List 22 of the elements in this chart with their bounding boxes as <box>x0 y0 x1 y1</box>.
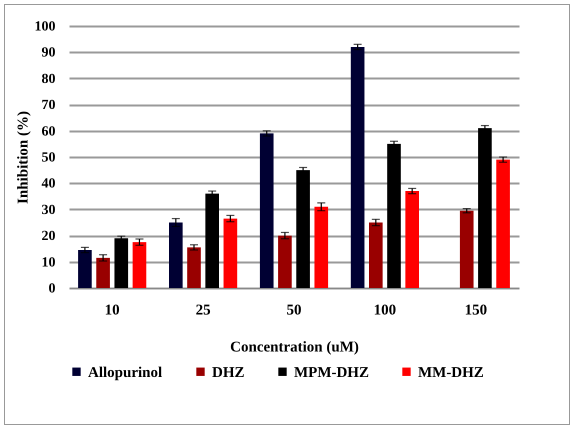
y-tick-label: 30 <box>42 202 56 218</box>
y-tick-label: 10 <box>42 255 56 270</box>
x-tick-label: 100 <box>374 302 396 318</box>
y-tick-label: 100 <box>34 20 56 34</box>
legend-label: MM-DHZ <box>418 364 484 381</box>
y-tick-label: 90 <box>42 46 56 61</box>
x-axis-title: Concentration (uM) <box>230 340 359 356</box>
y-tick-label: 80 <box>42 72 56 87</box>
y-tick-label: 20 <box>42 229 56 244</box>
legend-label: Allopurinol <box>88 364 162 381</box>
y-tick-label: 50 <box>42 150 56 166</box>
x-tick-label: 25 <box>196 302 211 318</box>
y-tick-label: 0 <box>48 282 56 296</box>
legend-label: MPM-DHZ <box>294 364 369 381</box>
y-tick-label: 70 <box>42 98 56 114</box>
y-tick-label: 40 <box>42 176 56 192</box>
x-tick-label: 50 <box>286 302 302 318</box>
y-tick-label: 60 <box>42 124 56 140</box>
x-tick-label: 10 <box>104 302 120 318</box>
x-tick-label: 150 <box>464 302 488 318</box>
y-axis-title: Inhibition (%) <box>16 111 32 204</box>
legend-label: DHZ <box>212 364 245 381</box>
